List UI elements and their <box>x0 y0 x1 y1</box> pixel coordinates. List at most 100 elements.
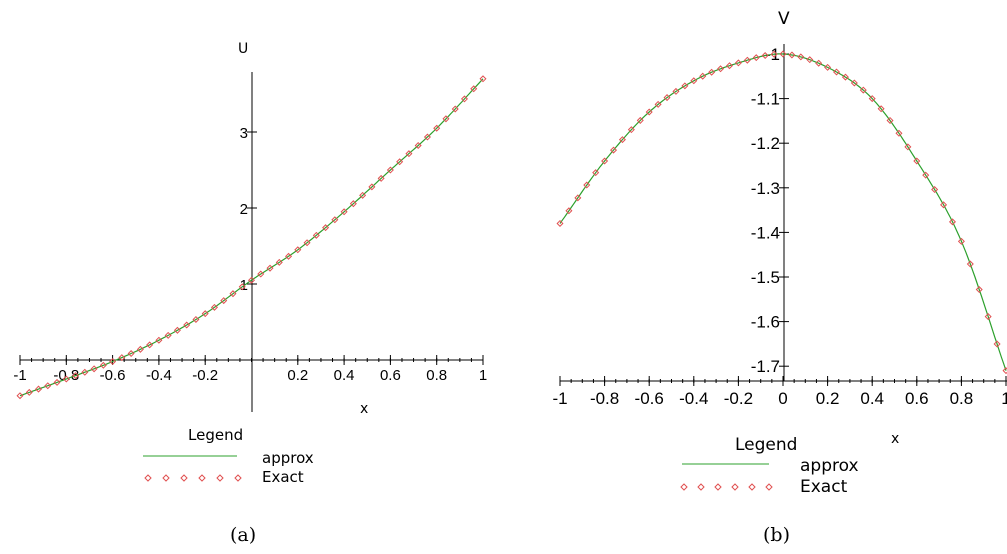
series-marker-b-exact-42 <box>931 186 939 194</box>
y-axis-label-a: U <box>238 41 248 57</box>
series-marker-b-exact-17 <box>708 68 716 76</box>
marks-b: -1 -0.8 -0.6 -0.4 -0.2 0 0.2 0.4 0.6 0.8 1-1-1.1-1… <box>552 45 1007 408</box>
x-tick-label-b-8: 0.6 <box>905 389 929 408</box>
y-tick-label-b-2: -1.2 <box>751 134 780 153</box>
legend-marker-b-0 <box>680 483 688 491</box>
y-tick-label-b-6: -1.6 <box>751 313 780 332</box>
series-marker-b-exact-41 <box>922 171 930 179</box>
series-marker-a-exact-42 <box>405 150 413 158</box>
x-tick-label-a-8: 0.8 <box>426 367 447 384</box>
series-marker-b-exact-0 <box>556 219 564 227</box>
series-marker-a-exact-21 <box>210 303 218 311</box>
series-marker-a-exact-35 <box>340 208 348 216</box>
legend-marker-b-1 <box>697 483 705 491</box>
series-marker-a-exact-45 <box>433 124 441 132</box>
series-marker-b-exact-39 <box>904 143 912 151</box>
series-marker-a-exact-36 <box>349 200 357 208</box>
y-axis-label-b: V <box>778 9 790 29</box>
legend-label-exact-a: Exact <box>262 468 304 486</box>
legend-marker-a-5 <box>234 474 242 482</box>
legend-marker-b-4 <box>748 483 756 491</box>
series-marker-b-exact-21 <box>743 56 751 64</box>
series-marker-a-exact-16 <box>164 331 172 339</box>
y-tick-label-b-5: -1.5 <box>751 268 780 287</box>
legend-title-a: Legend <box>188 426 243 444</box>
series-marker-b-exact-50 <box>1002 367 1007 375</box>
series-marker-b-exact-1 <box>565 207 573 215</box>
legend-label-exact-b: Exact <box>800 477 848 497</box>
caption-a: (a) <box>230 524 256 546</box>
x-tick-label-a-7: 0.6 <box>380 367 401 384</box>
series-marker-b-exact-11 <box>654 100 662 108</box>
y-tick-label-b-3: -1.3 <box>751 179 780 198</box>
series-marker-a-exact-19 <box>192 315 200 323</box>
series-line-b-approx <box>559 53 1007 371</box>
series-marker-a-exact-48 <box>460 95 468 103</box>
series-marker-a-exact-28 <box>275 258 283 266</box>
series-marker-b-exact-2 <box>574 194 582 202</box>
series-marker-b-exact-25 <box>779 50 787 58</box>
series-marker-a-exact-40 <box>386 166 394 174</box>
series-marker-b-exact-8 <box>627 126 635 134</box>
series-marker-a-exact-29 <box>285 252 293 260</box>
series-marker-a-exact-24 <box>238 283 246 291</box>
series-marker-a-exact-4 <box>53 378 61 386</box>
series-marker-a-exact-2 <box>35 385 43 393</box>
series-marker-a-exact-44 <box>423 133 431 141</box>
series-marker-a-exact-31 <box>303 239 311 247</box>
series-marker-a-exact-39 <box>377 174 385 182</box>
series-marker-a-exact-34 <box>331 216 339 224</box>
series-marker-a-exact-23 <box>229 290 237 298</box>
caption-b: (b) <box>763 524 790 546</box>
legend-markers-exact-b <box>680 483 773 491</box>
series-marker-b-exact-46 <box>966 260 974 268</box>
series-marker-a-exact-7 <box>81 368 89 376</box>
series-marker-b-exact-15 <box>690 77 698 85</box>
series-marker-b-exact-12 <box>663 94 671 102</box>
legend-marker-a-2 <box>180 474 188 482</box>
series-marker-b-exact-45 <box>957 237 965 245</box>
series-marker-a-exact-41 <box>396 158 404 166</box>
series-marker-a-exact-33 <box>322 224 330 232</box>
series-marker-b-exact-19 <box>725 62 733 70</box>
series-marker-b-exact-7 <box>618 136 626 144</box>
series-marker-b-exact-38 <box>895 129 903 137</box>
x-tick-label-b-2: -0.6 <box>635 389 664 408</box>
series-marker-b-exact-29 <box>815 59 823 67</box>
series-marker-a-exact-26 <box>257 270 265 278</box>
y-tick-label-a-1: 2 <box>240 201 248 218</box>
series-marker-a-exact-25 <box>247 276 256 284</box>
series-marker-b-exact-16 <box>699 72 707 80</box>
series-marker-b-exact-22 <box>752 54 760 62</box>
series-marker-b-exact-28 <box>806 56 814 64</box>
series-marker-a-exact-12 <box>127 350 135 358</box>
series-marker-b-exact-10 <box>645 108 653 116</box>
series-marker-b-exact-49 <box>993 340 1001 348</box>
x-tick-label-a-4: -0.2 <box>192 367 218 384</box>
legend-marker-b-3 <box>731 483 739 491</box>
x-axis-label-b: x <box>891 431 899 447</box>
series-marker-b-exact-33 <box>850 79 858 87</box>
x-tick-label-b-4: -0.2 <box>724 389 753 408</box>
legend-marker-b-2 <box>714 483 722 491</box>
y-tick-label-a-2: 3 <box>240 125 248 142</box>
series-marker-a-exact-37 <box>359 191 367 199</box>
series-marker-a-exact-14 <box>146 341 154 349</box>
legend-marker-a-3 <box>198 474 206 482</box>
series-marker-a-exact-15 <box>155 336 163 344</box>
series-marker-a-exact-32 <box>312 231 320 239</box>
series-marker-a-exact-0 <box>16 392 24 400</box>
x-tick-label-a-0: -1 <box>13 367 26 384</box>
series-marker-b-exact-23 <box>761 52 769 60</box>
series-marker-b-exact-40 <box>913 157 921 165</box>
x-tick-label-a-9: 1 <box>479 367 487 384</box>
series-marker-b-exact-37 <box>886 116 894 124</box>
series-marker-a-exact-3 <box>44 382 52 390</box>
x-tick-label-b-0: -1 <box>552 389 567 408</box>
series-marker-b-exact-6 <box>610 146 618 154</box>
series-marker-a-exact-30 <box>294 246 302 254</box>
series-line-a-approx <box>19 78 484 397</box>
series-marker-a-exact-20 <box>201 310 209 318</box>
